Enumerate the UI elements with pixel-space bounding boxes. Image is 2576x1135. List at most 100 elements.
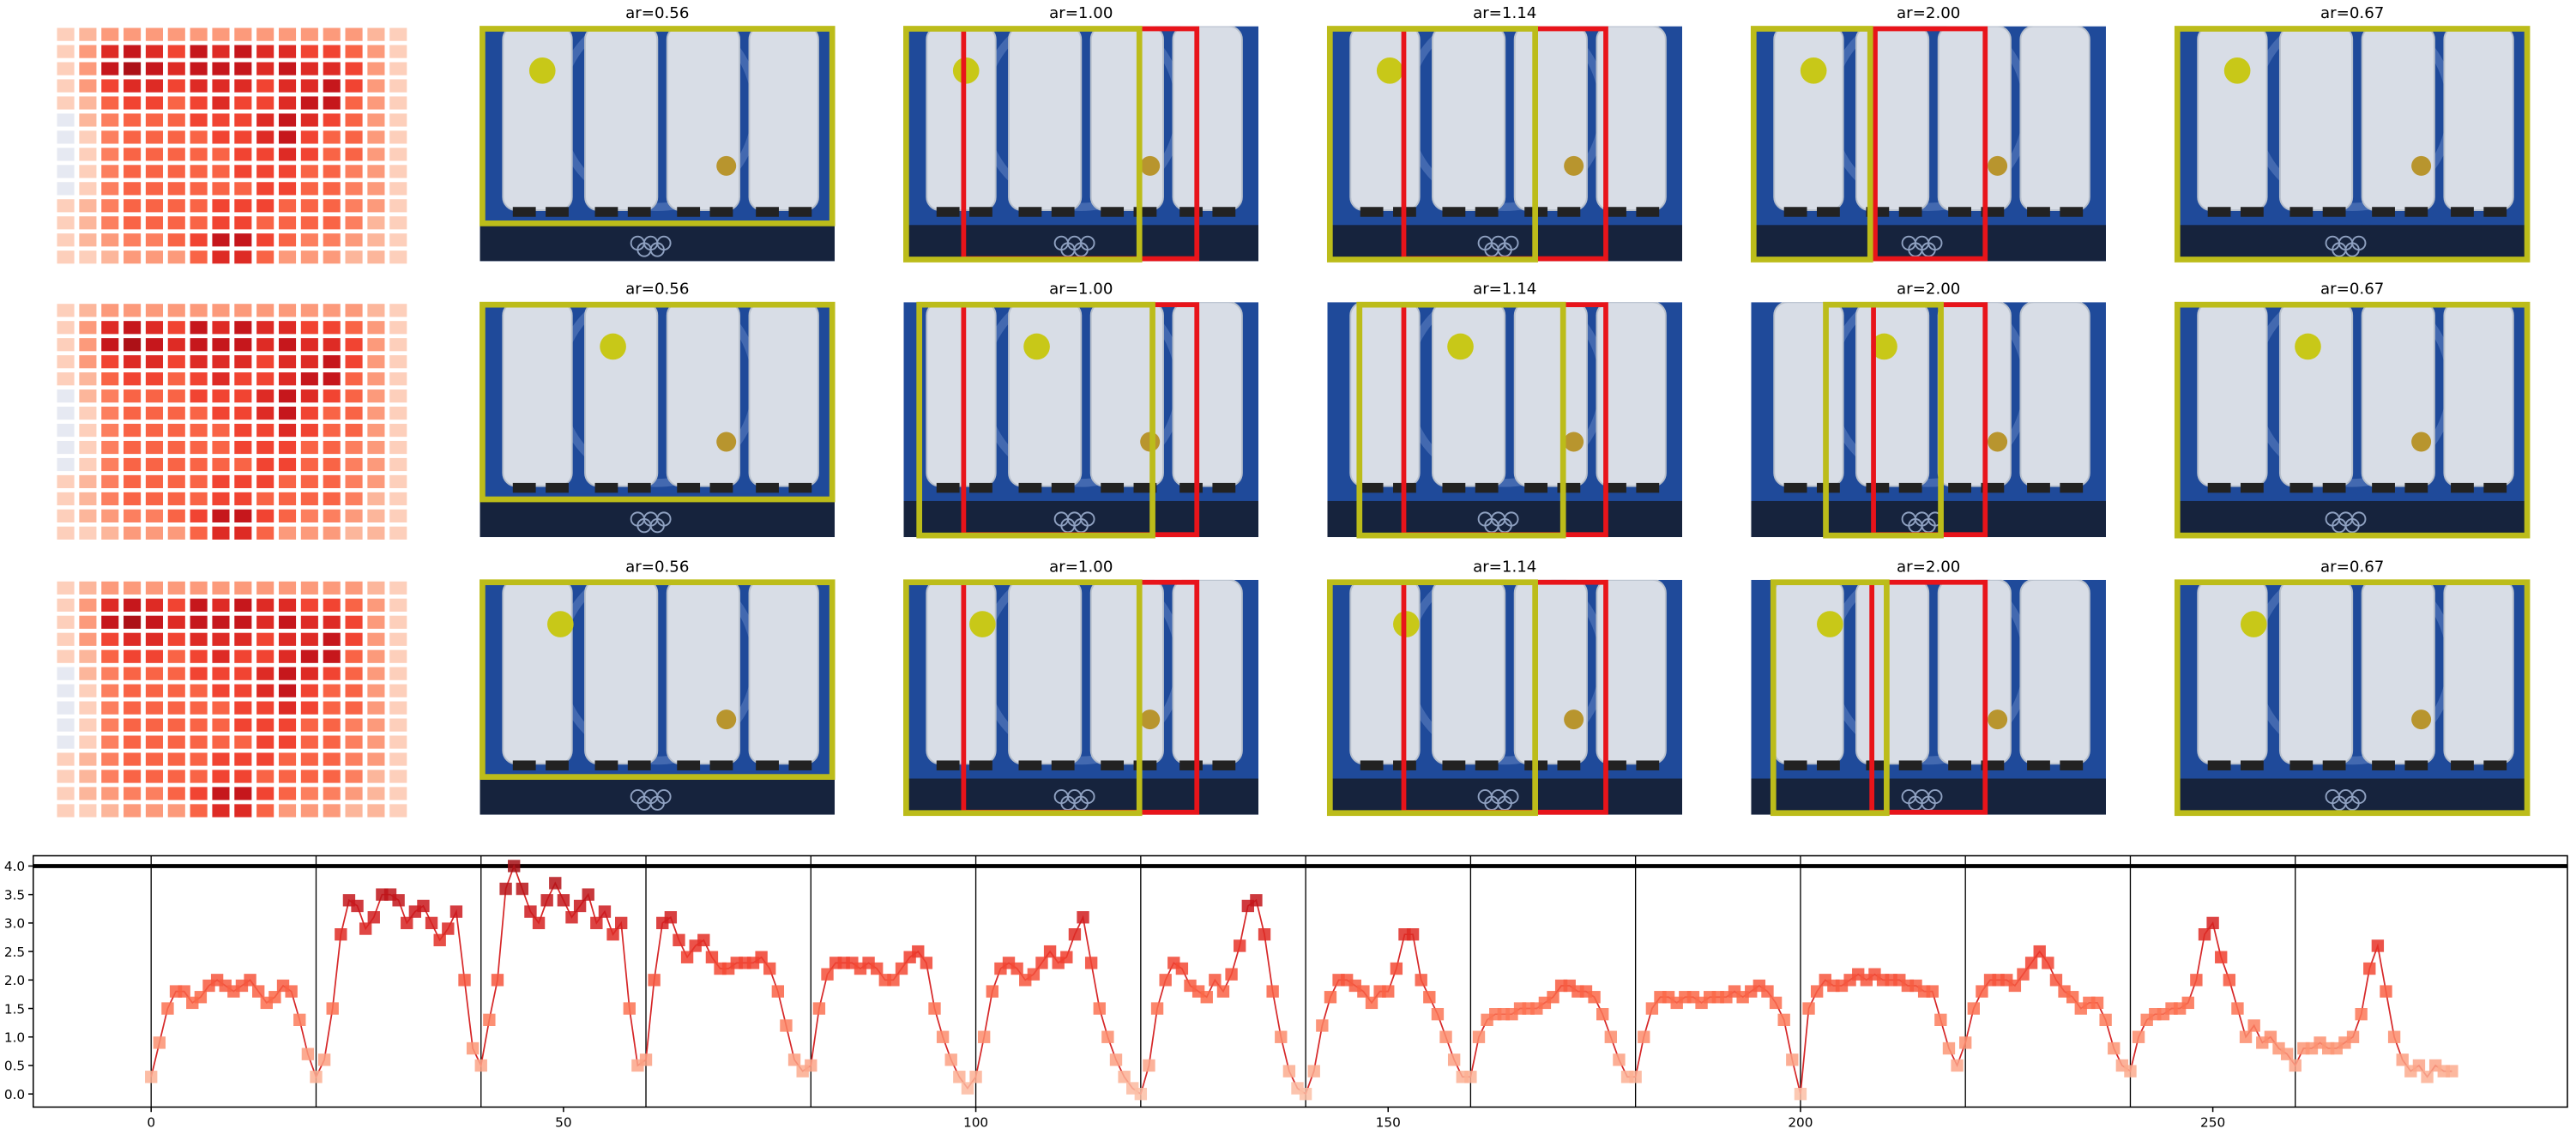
- x-tick-label: 100: [963, 1114, 988, 1130]
- heatmap-cell: [234, 632, 252, 646]
- heatmap-cell: [124, 199, 142, 213]
- marker: [1810, 985, 1824, 998]
- heatmap-cell: [190, 492, 208, 506]
- heatmap-cell: [300, 684, 318, 697]
- heatmap-cell: [57, 787, 75, 800]
- heatmap-cell: [389, 407, 407, 420]
- heatmap-cell: [234, 251, 252, 264]
- photo: [1327, 286, 1682, 537]
- heatmap-cell: [79, 787, 97, 800]
- marker: [780, 1019, 793, 1032]
- heatmap-cell: [256, 148, 274, 161]
- panel-title: ar=1.00: [1049, 558, 1113, 576]
- heatmap-cell: [57, 199, 75, 213]
- heatmap-cell: [212, 79, 230, 93]
- marker: [1282, 1065, 1296, 1078]
- marker: [310, 1071, 323, 1084]
- heatmap-cell: [278, 355, 297, 369]
- heatmap-cell: [256, 45, 274, 58]
- heatmap-cell: [256, 62, 274, 75]
- marker: [615, 916, 628, 930]
- marker: [1159, 974, 1172, 987]
- heatmap-cell: [323, 752, 341, 766]
- heatmap-cell: [300, 581, 318, 595]
- heatmap-cell: [389, 615, 407, 629]
- heatmap-cell: [323, 407, 341, 420]
- heatmap-cell: [234, 182, 252, 196]
- marker: [524, 905, 537, 918]
- heatmap-cell: [234, 62, 252, 75]
- heatmap-cell: [57, 355, 75, 369]
- heatmap-cell: [256, 389, 274, 403]
- heatmap-cell: [367, 45, 385, 58]
- heatmap-cell: [167, 735, 185, 749]
- heatmap-cell: [167, 649, 185, 663]
- panel-title: ar=0.67: [2320, 281, 2384, 299]
- heatmap-cell: [278, 79, 297, 93]
- marker: [2108, 1041, 2121, 1055]
- heatmap-cell: [323, 440, 341, 455]
- marker: [598, 905, 612, 918]
- heatmap-cell: [389, 304, 407, 317]
- marker: [2239, 1030, 2253, 1043]
- heatmap-cell: [101, 474, 119, 489]
- marker: [1035, 957, 1048, 969]
- heatmap-cell: [212, 130, 230, 144]
- heatmap-cell: [212, 372, 230, 386]
- heatmap-cell: [190, 79, 208, 93]
- heatmap-cell: [79, 233, 97, 247]
- heatmap-cell: [167, 45, 185, 58]
- heatmap-cell: [145, 407, 163, 420]
- marker: [2247, 1019, 2260, 1032]
- heatmap-cell: [124, 251, 142, 264]
- heatmap-cell: [167, 684, 185, 697]
- heatmap-cell: [234, 130, 252, 144]
- heatmap-cell: [167, 787, 185, 800]
- heatmap-cell: [124, 355, 142, 369]
- heatmap-cell: [57, 216, 75, 230]
- heatmap-cell: [167, 718, 185, 732]
- plot-area: [32, 854, 2568, 1108]
- marker: [680, 951, 694, 963]
- heatmap-cell: [367, 581, 385, 595]
- marker: [145, 1071, 158, 1084]
- heatmap-cell: [79, 199, 97, 213]
- heatmap-cell: [234, 526, 252, 540]
- point: [1871, 333, 1897, 360]
- marker: [1472, 1030, 1486, 1043]
- heatmap-cell: [57, 649, 75, 663]
- heatmap-cell: [278, 440, 297, 455]
- heatmap-cell: [367, 321, 385, 335]
- heatmap-cell: [278, 96, 297, 110]
- heatmap-cell: [300, 770, 318, 783]
- heatmap-cell: [190, 684, 208, 697]
- heatmap-cell: [367, 440, 385, 455]
- heatmap-cell: [57, 492, 75, 506]
- heatmap-cell: [300, 787, 318, 800]
- heatmap-cell: [124, 113, 142, 127]
- heatmap-cell: [367, 199, 385, 213]
- heatmap-cell: [145, 251, 163, 264]
- heatmap-cell: [57, 718, 75, 732]
- heatmap-cell: [190, 423, 208, 438]
- heatmap-cell: [256, 649, 274, 663]
- heatmap-cell: [167, 804, 185, 818]
- heatmap-cell: [57, 407, 75, 420]
- marker: [1027, 968, 1041, 981]
- heatmap-cell: [124, 457, 142, 472]
- heatmap-cell: [101, 752, 119, 766]
- heatmap-cell: [278, 372, 297, 386]
- heatmap-cell: [389, 27, 407, 41]
- heatmap-cell: [79, 684, 97, 697]
- y-tick-label: 0.0: [4, 1087, 25, 1102]
- heatmap-cell: [389, 752, 407, 766]
- heatmap-cell: [212, 787, 230, 800]
- heatmap-cell: [389, 598, 407, 612]
- heatmap-cell: [145, 526, 163, 540]
- heatmap-cell: [300, 199, 318, 213]
- heatmap-cell: [389, 79, 407, 93]
- heatmap-cell: [101, 735, 119, 749]
- heatmap-cell: [101, 457, 119, 472]
- heatmap-cell: [345, 457, 363, 472]
- crop-box-yellow: [480, 26, 836, 226]
